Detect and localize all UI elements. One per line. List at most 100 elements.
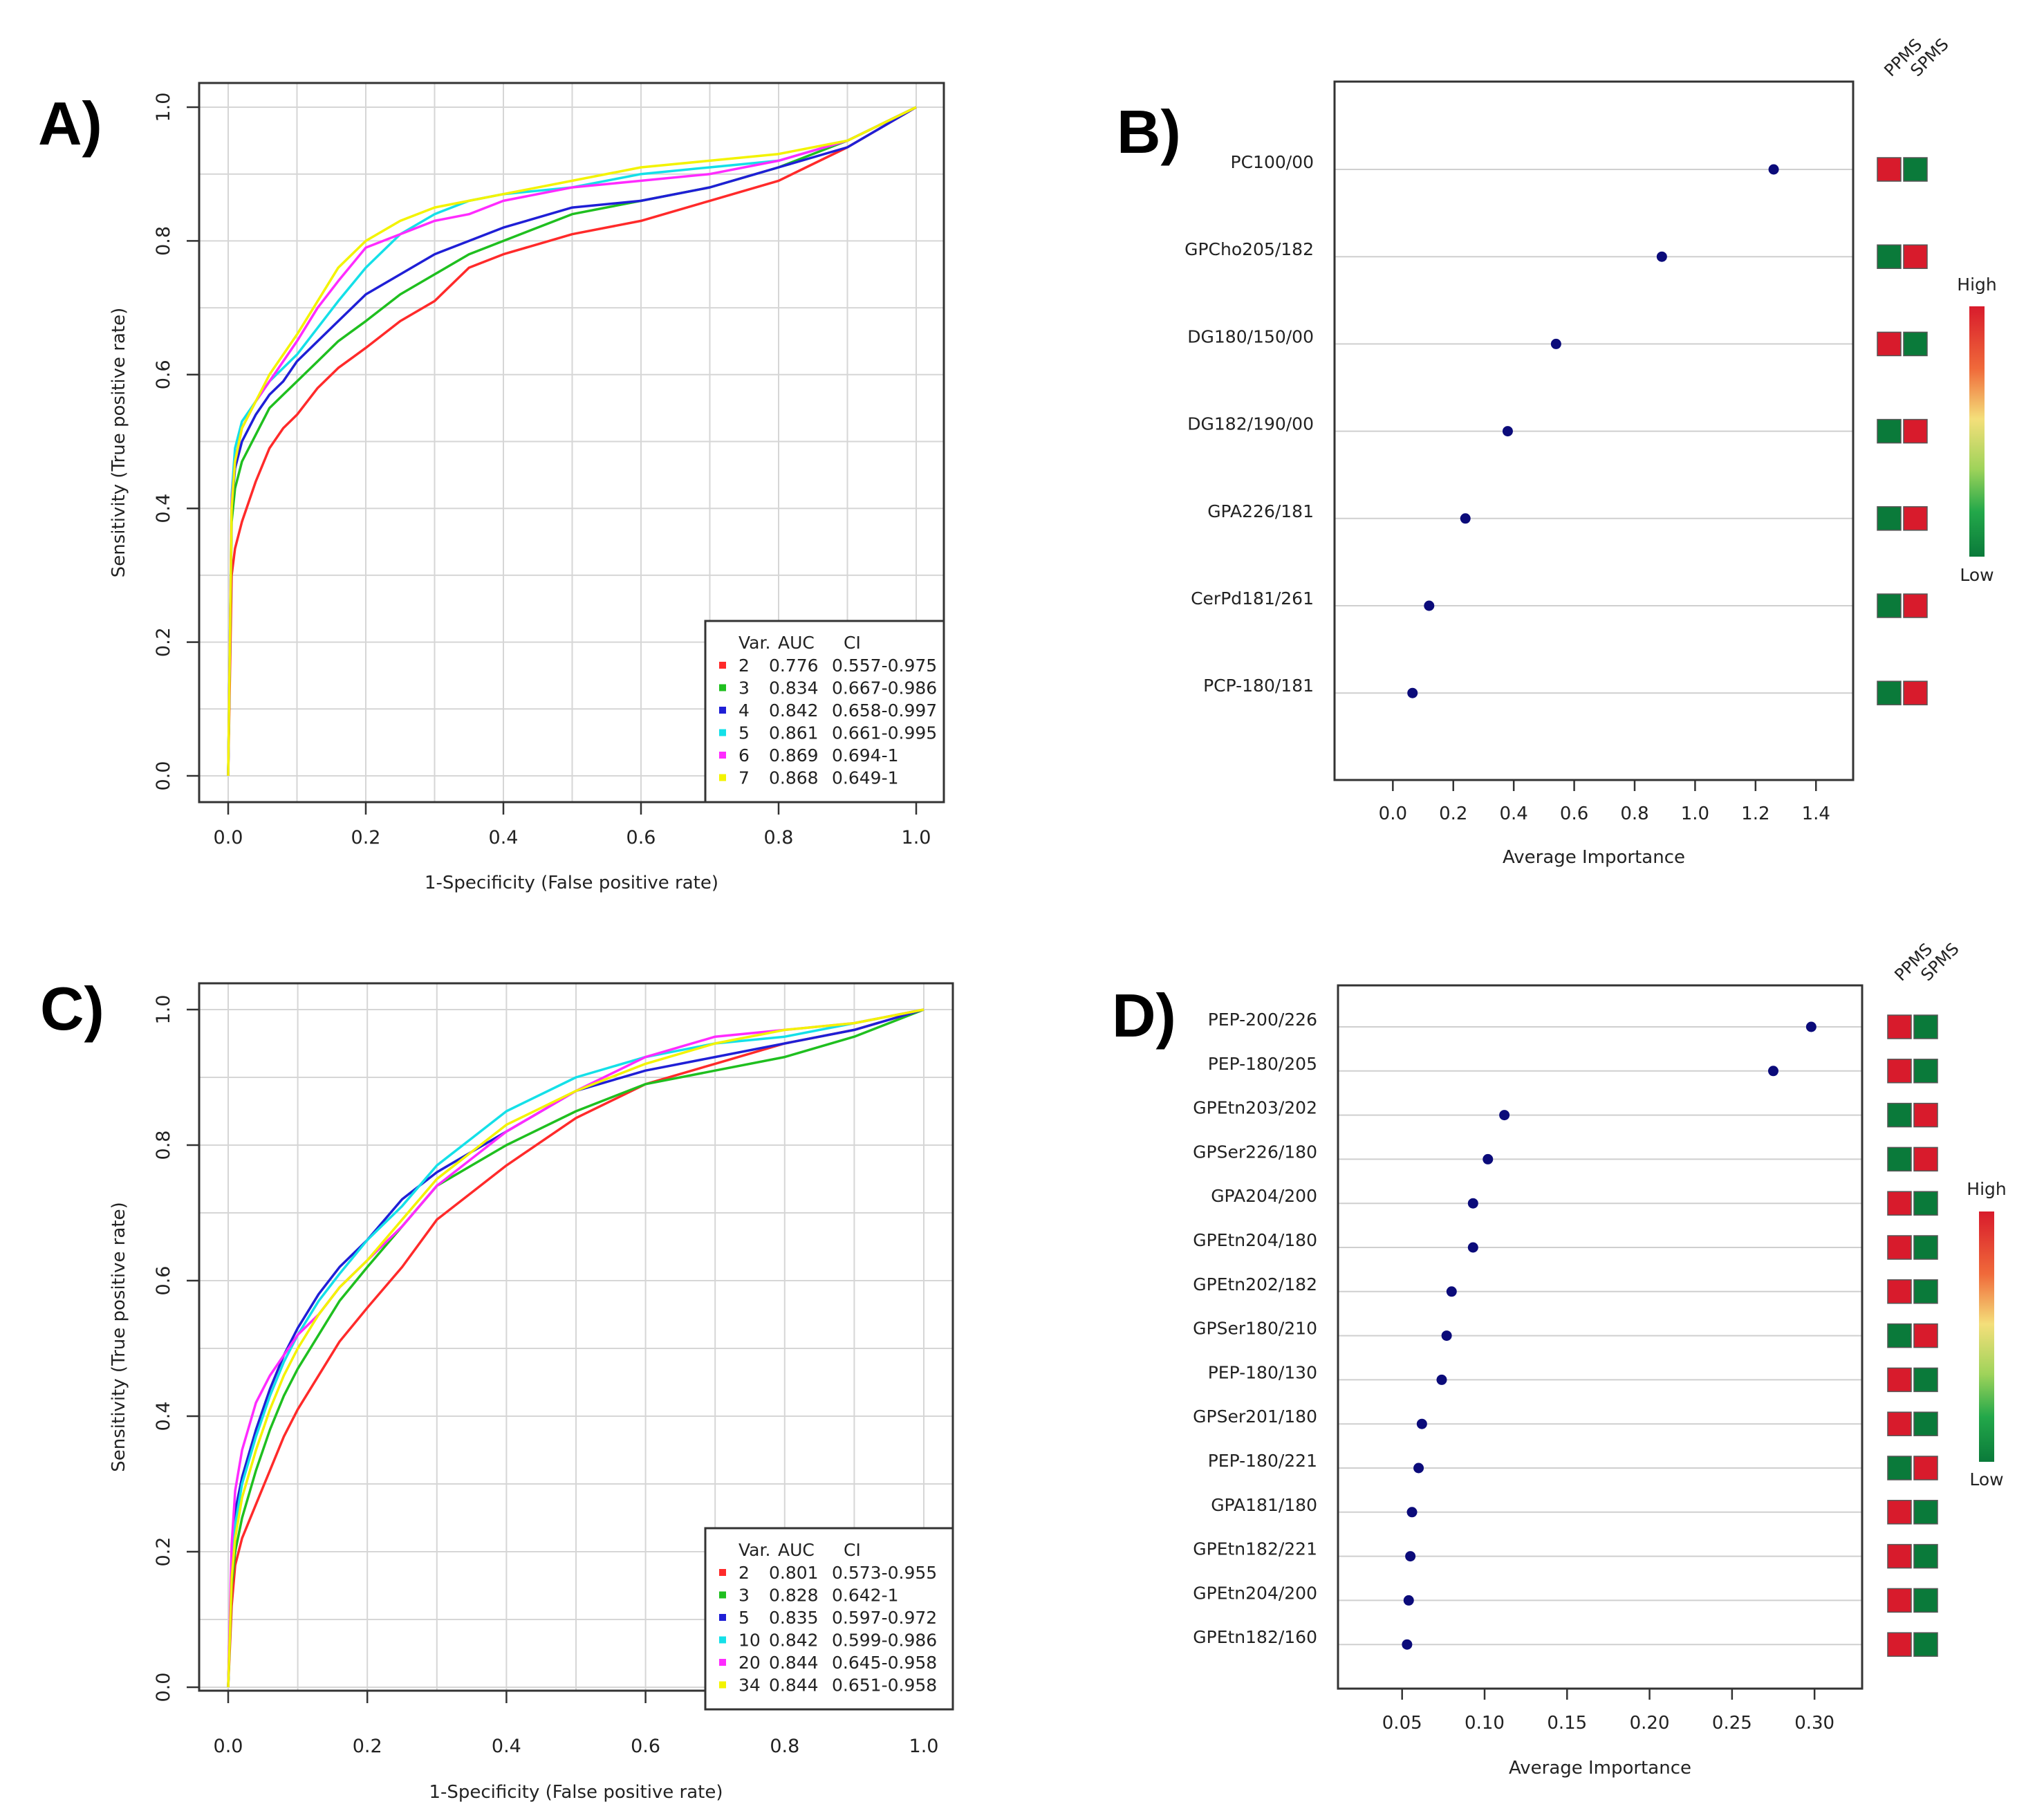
y-tick-label: 1.0: [153, 995, 174, 1025]
heat-cell: [1877, 593, 1902, 618]
importance-point: [1499, 1110, 1510, 1121]
legend-swatch: [719, 1569, 726, 1576]
importance-point: [1436, 1374, 1447, 1385]
x-axis-label: Average Importance: [1503, 847, 1685, 868]
legend-header-ci: CI: [844, 1540, 861, 1560]
legend-var: 5: [738, 1608, 750, 1628]
legend-auc: 0.835: [769, 1608, 819, 1628]
row-label: DG182/190/00: [1187, 414, 1314, 434]
x-tick-label: 0.2: [351, 827, 381, 848]
legend-ci: 0.651-0.958: [832, 1675, 937, 1696]
legend-ci: 0.557-0.975: [832, 656, 937, 676]
heat-cell: [1913, 1323, 1938, 1348]
importance-point: [1768, 1066, 1778, 1077]
heat-cell: [1913, 1500, 1938, 1525]
color-scale-high-label: High: [1967, 1179, 2006, 1199]
legend-swatch: [719, 684, 726, 691]
legend-swatch: [719, 1591, 726, 1599]
heat-cell: [1913, 1588, 1938, 1613]
color-scale-low-label: Low: [1969, 1469, 2003, 1489]
row-label: DG180/150/00: [1187, 326, 1314, 346]
x-tick-label: 1.0: [1681, 804, 1709, 824]
legend-box: [704, 1527, 954, 1711]
plot-frame: [198, 982, 954, 1692]
legend-var: 6: [738, 745, 750, 765]
importance-point: [1483, 1153, 1494, 1164]
row-label: GPEtn182/221: [1193, 1539, 1317, 1559]
legend-ci: 0.597-0.972: [832, 1608, 937, 1628]
importance-point: [1550, 338, 1561, 349]
legend-auc: 0.842: [769, 1631, 819, 1651]
legend-swatch: [719, 707, 726, 714]
heat-cell: [1903, 244, 1928, 269]
row-label: PEP-180/130: [1208, 1362, 1317, 1382]
plot-frame: [1333, 80, 1855, 781]
heat-cell: [1887, 1102, 1912, 1128]
importance-point: [1467, 1242, 1478, 1253]
importance-point: [1441, 1330, 1452, 1341]
heat-cell: [1887, 1059, 1912, 1084]
y-tick-label: 0.8: [153, 1131, 174, 1160]
legend-header-auc: AUC: [778, 1540, 815, 1560]
legend-var: 2: [738, 656, 750, 676]
row-label: PCP-180/181: [1203, 676, 1314, 696]
roc-chart-a: 0.0 0.2 0.4 0.6 0.8 1.0 0.0 0.2 0.4 0.6 0.8 1.0 1-Sp…: [109, 82, 945, 893]
x-tick-label: 0.05: [1382, 1713, 1422, 1734]
row-label: CerPd181/261: [1191, 588, 1314, 609]
y-tick-label: 0.4: [153, 494, 174, 523]
x-tick-label: 0.2: [1439, 804, 1467, 824]
series-line-34: [227, 1008, 924, 1688]
row-label: PC100/00: [1231, 152, 1314, 172]
y-axis-label: Sensitivity (True positive rate): [109, 1202, 129, 1471]
panel-d-label: D): [1112, 981, 1176, 1050]
heat-cell: [1887, 1588, 1912, 1613]
legend-auc: 0.868: [769, 768, 819, 788]
row-label: GPCho205/182: [1184, 239, 1314, 259]
color-scale-high-label: High: [1957, 275, 1996, 295]
x-tick-label: 0.4: [489, 827, 519, 848]
x-tick-label: 0.6: [1560, 804, 1588, 824]
x-tick-label: 1.2: [1741, 804, 1769, 824]
x-tick-label: 1.4: [1802, 804, 1830, 824]
legend-header-var: Var.: [738, 633, 770, 653]
row-label: GPA181/180: [1211, 1495, 1317, 1515]
legend-header-var: Var.: [738, 1540, 770, 1560]
legend-var: 2: [738, 1563, 750, 1583]
heat-cell: [1913, 1191, 1938, 1216]
heat-cell: [1887, 1235, 1912, 1260]
heat-cell: [1887, 1367, 1912, 1393]
y-axis-label: Sensitivity (True positive rate): [109, 308, 129, 577]
row-label: GPA226/181: [1207, 501, 1314, 521]
x-tick-label: 1.0: [909, 1736, 939, 1757]
heat-cell: [1877, 418, 1902, 444]
series-line-3: [227, 1008, 924, 1688]
row-label: GPSer201/180: [1193, 1406, 1317, 1427]
importance-chart-d: PEP-200/226 PEP-180/205 GPEtn203/202 GPSer2…: [1193, 939, 2007, 1779]
series-line-2: [227, 1008, 924, 1688]
legend-var: 3: [738, 678, 750, 698]
heat-cell: [1913, 1632, 1938, 1657]
importance-point: [1402, 1639, 1413, 1650]
legend-auc: 0.842: [769, 700, 819, 721]
legend-auc: 0.828: [769, 1586, 819, 1606]
legend-ci: 0.599-0.986: [832, 1631, 937, 1651]
importance-point: [1416, 1418, 1427, 1429]
y-tick-label: 0.2: [153, 1537, 174, 1567]
x-tick-label: 0.4: [1499, 804, 1527, 824]
x-axis-label: Average Importance: [1509, 1758, 1691, 1779]
y-tick-label: 0.6: [153, 360, 174, 389]
x-tick-label: 0.6: [626, 827, 656, 848]
y-tick-label: 1.0: [153, 93, 174, 122]
importance-point: [1407, 687, 1418, 698]
heat-cell: [1877, 331, 1902, 357]
panel-a-label: A): [38, 89, 102, 158]
heat-cell: [1913, 1456, 1938, 1480]
heat-cell: [1877, 680, 1902, 705]
x-tick-label: 0.6: [631, 1736, 660, 1757]
y-tick-label: 0.6: [153, 1266, 174, 1296]
legend-var: 10: [738, 1631, 761, 1651]
heat-cell: [1913, 1014, 1938, 1039]
heat-cell: [1903, 680, 1928, 705]
heat-cell: [1913, 1102, 1938, 1128]
legend-swatch: [719, 752, 726, 759]
